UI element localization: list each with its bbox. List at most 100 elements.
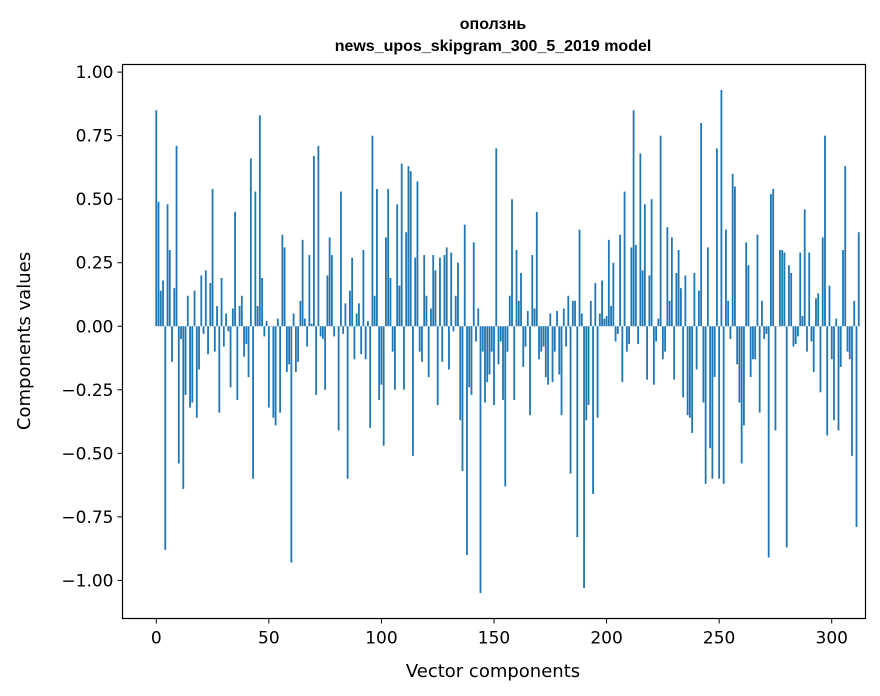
x-axis-label: Vector components (406, 661, 580, 682)
bar-component-123 (432, 255, 435, 327)
bar-component-174 (547, 326, 549, 385)
bar-component-190 (583, 326, 585, 588)
bar-component-43 (252, 326, 254, 479)
bar-component-131 (450, 252, 453, 327)
bar-component-9 (175, 145, 178, 327)
bar-component-2 (159, 290, 162, 327)
bar-component-133 (454, 295, 457, 327)
y-axis-ticks: 1.00 0.75 0.50 0.25 0.00 −0.25 −0.50 −0.75 −1.00 (61, 63, 123, 591)
bar-component-92 (362, 250, 365, 327)
bar-component-137 (463, 224, 466, 327)
bar-component-3 (162, 280, 164, 327)
bar-component-176 (551, 326, 554, 383)
bar-component-76 (326, 275, 329, 327)
bar-component-95 (369, 326, 372, 428)
bar-component-186 (574, 300, 576, 327)
bar-component-90 (358, 303, 360, 327)
bar-component-238 (691, 326, 694, 433)
bar-component-75 (324, 326, 327, 390)
bar-component-173 (544, 326, 547, 378)
bar-component-141 (472, 242, 475, 327)
bar-component-228 (668, 300, 671, 327)
bar-component-302 (835, 318, 838, 327)
bar-component-221 (652, 326, 655, 385)
bar-component-135 (459, 326, 462, 421)
bar-component-212 (632, 110, 635, 327)
bar-component-251 (720, 89, 723, 327)
bar-component-49 (265, 321, 268, 327)
bar-component-289 (806, 326, 808, 352)
bar-component-72 (317, 145, 320, 327)
bar-component-288 (803, 209, 806, 327)
bar-component-13 (184, 326, 187, 395)
bar-component-230 (673, 326, 676, 380)
bar-component-144 (479, 326, 482, 594)
bar-component-291 (810, 326, 813, 342)
bar-component-164 (524, 326, 527, 347)
bar-component-200 (605, 316, 608, 327)
bar-component-210 (628, 326, 630, 345)
bar-component-255 (729, 326, 732, 339)
bar-component-298 (826, 326, 829, 436)
bar-component-59 (288, 326, 291, 365)
bar-component-220 (650, 199, 653, 327)
bar-component-297 (824, 135, 826, 327)
bar-component-129 (445, 247, 448, 327)
bar-component-181 (562, 308, 565, 327)
bar-component-219 (648, 275, 651, 327)
bar-component-280 (785, 326, 788, 548)
bar-component-305 (842, 250, 844, 327)
bar-component-153 (499, 326, 502, 342)
bar-component-84 (344, 303, 347, 327)
y-tick-label-5: −0.25 (61, 381, 113, 401)
bar-component-198 (601, 280, 603, 327)
bar-component-202 (610, 305, 612, 327)
bar-component-23 (207, 326, 209, 355)
bar-component-111 (405, 232, 408, 327)
bar-component-241 (697, 290, 700, 327)
bar-component-167 (531, 255, 534, 327)
bar-component-308 (848, 326, 851, 360)
bar-component-279 (783, 252, 786, 327)
bar-component-184 (569, 326, 572, 474)
bar-component-26 (213, 326, 216, 352)
bar-component-197 (598, 313, 601, 327)
bar-component-187 (576, 326, 579, 538)
bar-component-100 (380, 326, 383, 385)
bar-component-28 (218, 326, 221, 413)
x-tick-label-250: 250 (703, 629, 735, 649)
bar-component-263 (747, 265, 750, 327)
bar-component-260 (740, 326, 743, 464)
bar-component-204 (614, 326, 617, 342)
bar-component-246 (709, 326, 712, 449)
bar-component-89 (355, 313, 358, 327)
bar-component-178 (556, 311, 558, 327)
bar-component-312 (857, 232, 860, 327)
bar-component-61 (292, 313, 295, 327)
bar-component-24 (209, 283, 212, 327)
bar-component-203 (612, 262, 615, 327)
bar-component-155 (504, 326, 507, 487)
bar-component-307 (846, 326, 849, 352)
bar-component-159 (513, 326, 516, 400)
bar-component-31 (225, 313, 227, 327)
bar-component-265 (752, 326, 754, 360)
bar-component-168 (533, 308, 536, 327)
bar-component-154 (502, 326, 504, 400)
bar-component-22 (204, 270, 207, 327)
bar-component-162 (520, 272, 522, 327)
bar-component-237 (688, 326, 691, 418)
bar-component-96 (371, 135, 374, 327)
bar-component-147 (486, 326, 489, 383)
bar-component-252 (722, 326, 725, 484)
bar-component-1 (157, 201, 160, 327)
x-axis-ticks: 0 50 100 150 200 250 300 (151, 618, 848, 649)
bar-component-240 (695, 326, 698, 370)
bar-component-17 (193, 290, 196, 327)
bar-component-138 (466, 326, 468, 555)
bar-component-139 (468, 326, 471, 388)
bar-component-272 (767, 326, 770, 558)
bar-component-232 (677, 250, 680, 327)
bar-component-248 (713, 326, 716, 378)
bar-component-119 (423, 255, 426, 327)
